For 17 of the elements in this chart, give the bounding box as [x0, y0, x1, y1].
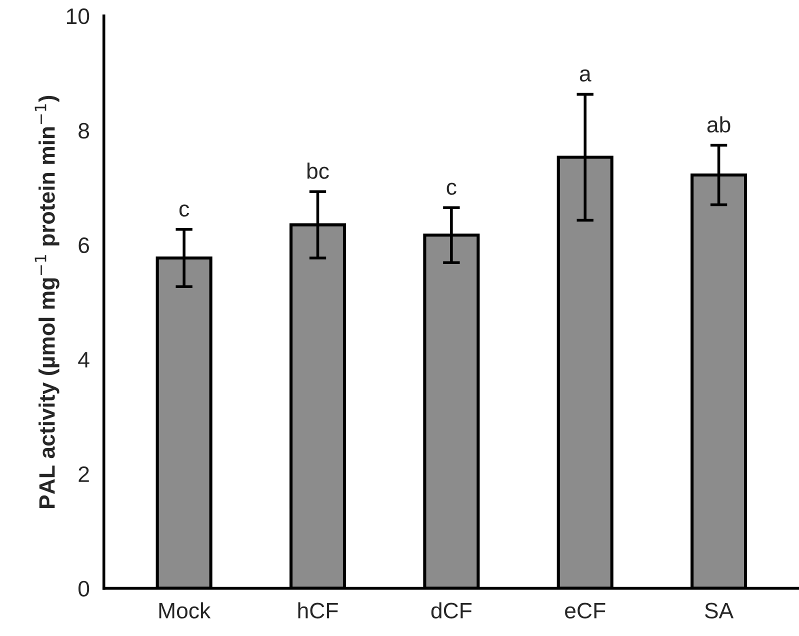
y-axis-title: PAL activity (µmol mg$^{−1}$ protein min$^{−1}$)	[34, 96, 60, 508]
annotation: c	[446, 182, 456, 195]
annotation: c	[179, 204, 190, 217]
annotation: ab	[707, 116, 730, 133]
y-tick-label: 6	[78, 237, 90, 254]
annotation: bc	[307, 162, 329, 179]
y-tick-label: 4	[78, 352, 90, 368]
annotation: a	[580, 69, 592, 82]
x-tick-label: eCF	[565, 602, 606, 619]
y-tick-label: 10	[66, 8, 90, 24]
y-tick-label: 0	[78, 580, 90, 597]
x-tick-label: hCF	[298, 602, 338, 619]
y-tick-label: 2	[78, 466, 89, 482]
x-tick-label: dCF	[431, 602, 472, 619]
x-tick-label: Mock	[159, 602, 211, 619]
y-tick-label: 8	[78, 122, 90, 139]
x-tick-label: SA	[704, 602, 734, 619]
